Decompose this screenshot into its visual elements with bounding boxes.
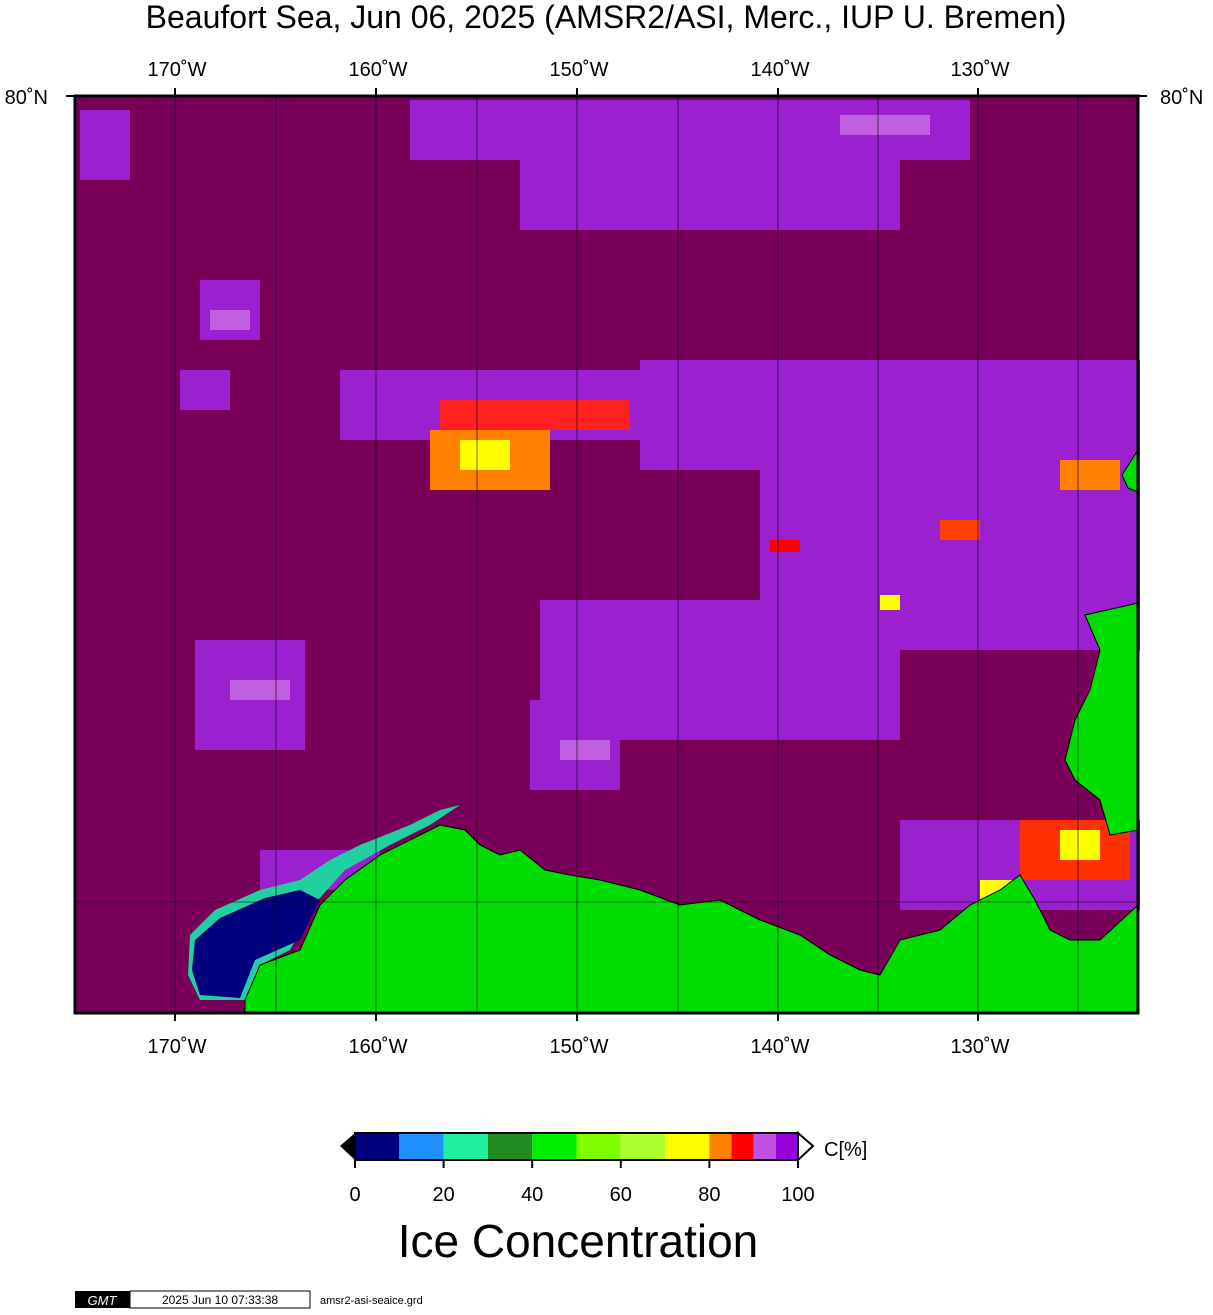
colorbar-segment bbox=[709, 1133, 732, 1160]
colorbar-segment bbox=[731, 1133, 754, 1160]
colorbar-segment bbox=[620, 1133, 666, 1160]
colorbar-tick-label: 0 bbox=[349, 1184, 360, 1206]
colorbar-tick-label: 20 bbox=[432, 1184, 454, 1206]
lon-label: 150˚W bbox=[550, 1036, 609, 1058]
gmt-logo: GMT bbox=[88, 1293, 118, 1308]
colorbar-segment bbox=[775, 1133, 798, 1160]
colorbar-tick-label: 60 bbox=[610, 1184, 632, 1206]
lat-label: 80˚N bbox=[5, 87, 48, 109]
colorbar-segment bbox=[576, 1133, 621, 1160]
colorbar-tick-label: 80 bbox=[698, 1184, 720, 1206]
colorbar-segment bbox=[532, 1133, 577, 1160]
lon-label: 170˚W bbox=[148, 1036, 207, 1058]
lon-label: 150˚W bbox=[550, 59, 609, 81]
footer: GMT 2025 Jun 10 07:33:38 amsr2-asi-seaic… bbox=[75, 1290, 423, 1309]
lon-labels: 170˚W 170˚W 160˚W 160˚W 150˚W 150˚W 140˚W 140˚W… bbox=[148, 59, 1010, 1058]
colorbar-segment bbox=[399, 1133, 444, 1160]
colorbar-label: Ice Concentration bbox=[398, 1215, 759, 1267]
colorbar-segment bbox=[665, 1133, 710, 1160]
timestamp: 2025 Jun 10 07:33:38 bbox=[162, 1293, 278, 1307]
map-frame bbox=[73, 94, 1140, 1015]
lon-label: 140˚W bbox=[751, 59, 810, 81]
colorbar-frame bbox=[354, 1132, 799, 1161]
lon-label: 170˚W bbox=[148, 59, 207, 81]
file-name: amsr2-asi-seaice.grd bbox=[320, 1295, 423, 1307]
lon-label: 130˚W bbox=[951, 1036, 1010, 1058]
colorbar-segment bbox=[753, 1133, 776, 1160]
lat-label: 80˚N bbox=[1160, 87, 1203, 109]
colorbar-segment bbox=[487, 1133, 533, 1160]
lon-label: 160˚W bbox=[349, 1036, 408, 1058]
lon-label: 160˚W bbox=[349, 59, 408, 81]
graticule bbox=[75, 96, 1138, 1013]
map: 80˚N 80˚N bbox=[5, 87, 1203, 1015]
lon-label: 130˚W bbox=[951, 59, 1010, 81]
colorbar-segment bbox=[443, 1133, 488, 1160]
colorbar-segment bbox=[355, 1133, 400, 1160]
colorbar-tick-label: 40 bbox=[521, 1184, 543, 1206]
colorbar: C[%] 0 20 40 60 80 100 bbox=[340, 1130, 867, 1206]
colorbar-unit: C[%] bbox=[824, 1139, 867, 1161]
ice-patches-light bbox=[210, 115, 930, 760]
colorbar-tick-label: 100 bbox=[781, 1184, 814, 1206]
lon-label: 140˚W bbox=[751, 1036, 810, 1058]
coastal-ice-low bbox=[192, 890, 320, 998]
title: Beaufort Sea, Jun 06, 2025 (AMSR2/ASI, M… bbox=[146, 0, 1067, 35]
land bbox=[244, 448, 1139, 1014]
